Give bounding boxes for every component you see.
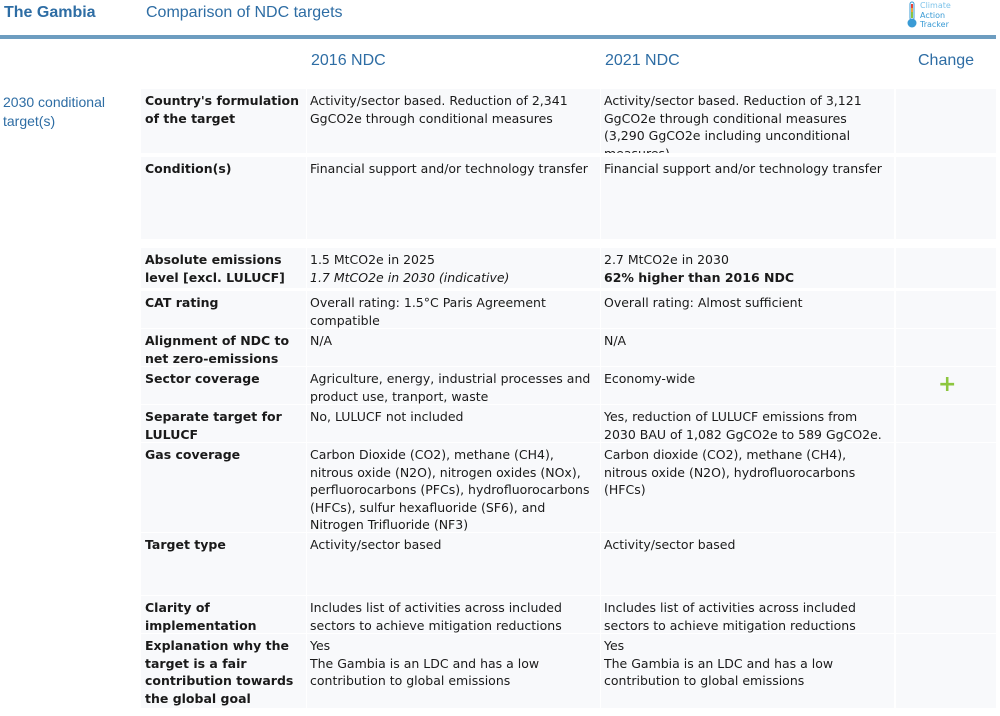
row-label: Target type [141,533,306,595]
row-label: Condition(s) [141,157,306,239]
table-row: Country's formulation of the target Acti… [141,89,996,153]
row-label: Explanation why the target is a fair con… [141,634,306,708]
cell-note: 62% higher than 2016 NDC [604,269,795,285]
table-row: Absolute emissions level [excl. LULUCF] … [141,248,996,288]
cell-2016: Financial support and/or technology tran… [307,157,600,239]
cell-2016: Carbon Dioxide (CO2), methane (CH4), nit… [307,443,600,532]
table-row: Condition(s) Financial support and/or te… [141,157,996,239]
cell-change [896,405,996,442]
page-title: Comparison of NDC targets [146,4,343,21]
table-row: Clarity of implementation Includes list … [141,596,996,633]
country-name: The Gambia [4,4,96,21]
cell-2021: 2.7 MtCO2e in 2030 62% higher than 2016 … [601,248,894,288]
cell-value: 1.5 MtCO2e in 2025 [310,252,435,267]
cell-2021: Activity/sector based [601,533,894,595]
section-label: 2030 conditional target(s) [3,94,105,129]
row-label: Gas coverage [141,443,306,532]
cell-change [896,596,996,633]
column-header-2016: 2016 NDC [311,52,386,69]
cell-change [896,248,996,288]
row-label: Country's formulation of the target [141,89,306,153]
header-divider [0,35,996,39]
cell-value: Yes [604,638,625,653]
row-label: Absolute emissions level [excl. LULUCF] [141,248,306,288]
column-header-2021: 2021 NDC [605,52,680,69]
cell-change [896,443,996,532]
cell-2021: Overall rating: Almost sufficient [601,291,894,328]
cell-2021: Includes list of activities across inclu… [601,596,894,633]
cell-2016: Yes The Gambia is an LDC and has a low c… [307,634,600,708]
row-label: Separate target for LULUCF [141,405,306,442]
cell-value: 2.7 MtCO2e in 2030 [604,252,729,267]
cell-change [896,291,996,328]
column-header-change: Change [918,52,975,69]
cell-note: 1.7 MtCO2e in 2030 (indicative) [310,269,510,285]
row-label: CAT rating [141,291,306,328]
cell-2016: Overall rating: 1.5°C Paris Agreement co… [307,291,600,328]
row-label: Alignment of NDC to net zero-emissions t… [141,329,306,366]
cell-change [896,634,996,708]
cell-2021: Economy-wide [601,367,894,404]
row-label: Clarity of implementation [141,596,306,633]
top-bar: The Gambia Comparison of NDC targets Cli… [0,0,1000,39]
cell-2021: Financial support and/or technology tran… [601,157,894,239]
cell-change [896,89,996,153]
cell-2021: Yes The Gambia is an LDC and has a low c… [601,634,894,708]
table-row: Sector coverage Agriculture, energy, ind… [141,367,996,404]
cell-change [896,533,996,595]
cell-note: The Gambia is an LDC and has a low contr… [310,655,540,689]
table-row: Separate target for LULUCF No, LULUCF no… [141,405,996,442]
table-row: Alignment of NDC to net zero-emissions t… [141,329,996,366]
table-row: CAT rating Overall rating: 1.5°C Paris A… [141,291,996,328]
cell-value: Yes [310,638,331,653]
table-row: Gas coverage Carbon Dioxide (CO2), metha… [141,443,996,532]
thermometer-icon [907,1,917,28]
cell-2016: No, LULUCF not included [307,405,600,442]
cell-2016: Activity/sector based. Reduction of 2,34… [307,89,600,153]
climate-action-tracker-logo: Climate Action Tracker [906,1,966,31]
plus-icon: + [938,372,957,397]
cell-2016: N/A [307,329,600,366]
table-row: Explanation why the target is a fair con… [141,634,996,708]
cell-note: The Gambia is an LDC and has a low contr… [604,655,834,689]
row-label: Sector coverage [141,367,306,404]
cell-2016: Activity/sector based [307,533,600,595]
cell-2021: N/A [601,329,894,366]
cell-2016: Agriculture, energy, industrial processe… [307,367,600,404]
cell-change [896,329,996,366]
cell-2021: Yes, reduction of LULUCF emissions from … [601,405,894,442]
cell-2021: Carbon dioxide (CO2), methane (CH4), nit… [601,443,894,532]
cell-2021: Activity/sector based. Reduction of 3,12… [601,89,894,153]
table-row: Target type Activity/sector based Activi… [141,533,996,595]
cell-2016: 1.5 MtCO2e in 2025 1.7 MtCO2e in 2030 (i… [307,248,600,288]
cell-change [896,367,996,404]
logo-text: Climate Action Tracker [920,1,951,29]
cell-change [896,157,996,239]
cell-2016: Includes list of activities across inclu… [307,596,600,633]
